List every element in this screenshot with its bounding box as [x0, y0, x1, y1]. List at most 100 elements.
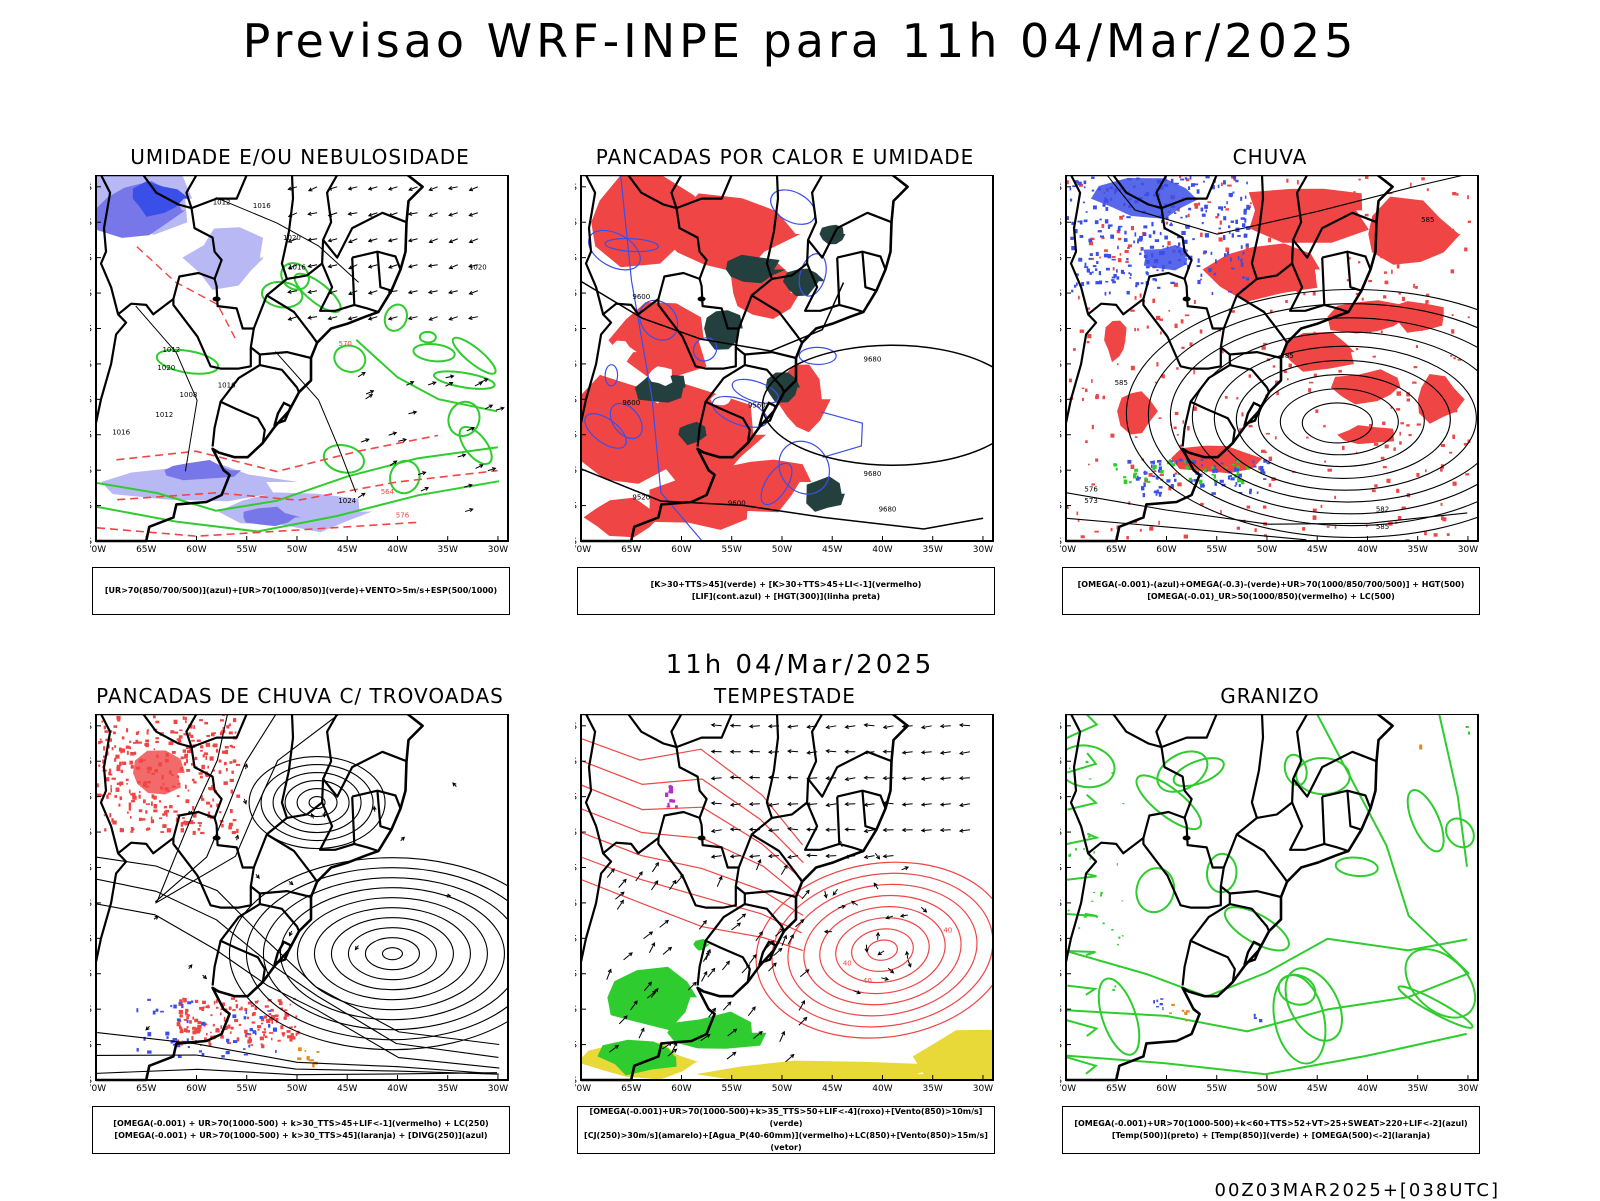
rain-speck: [1363, 313, 1365, 315]
rain-speck-blue: [1127, 460, 1131, 464]
rain-speck-blue: [1080, 235, 1084, 238]
rain-speck: [1268, 238, 1271, 242]
thunderstorm-speck: [197, 739, 201, 741]
rain-speck: [1158, 521, 1160, 525]
thunderstorm-speck: [101, 721, 103, 723]
thunderstorm-speck: [170, 730, 174, 733]
rain-speck-blue: [1076, 282, 1078, 285]
lon-label: 60W: [671, 545, 691, 555]
rain-speck: [1266, 433, 1270, 435]
rain-speck-blue: [1162, 270, 1164, 272]
lon-label: 40W: [1357, 545, 1377, 555]
thunderstorm-speck: [252, 1021, 256, 1023]
lon-label: 55W: [1207, 545, 1227, 555]
rain-speck-blue: [1146, 272, 1148, 275]
thunderstorm-speck: [291, 1033, 294, 1037]
thunderstorm-speck: [122, 762, 126, 765]
rain-speck: [1194, 300, 1196, 304]
rain-speck: [1094, 531, 1098, 533]
rain-speck: [1381, 457, 1385, 460]
rain-speck-blue: [1109, 291, 1111, 294]
thunderstorm-speck: [199, 772, 203, 774]
rain-speck: [1451, 269, 1454, 273]
rain-speck: [1384, 271, 1387, 273]
rain-speck: [1197, 449, 1201, 451]
rain-speck: [1397, 391, 1402, 395]
lon-label: 65W: [621, 545, 641, 555]
thunderstorm-speck: [129, 761, 133, 765]
rain-speck-blue: [1201, 208, 1204, 212]
rain-speck: [1362, 298, 1364, 301]
thunderstorm-speck: [206, 802, 210, 805]
temperature-850-contour: [1274, 959, 1354, 1051]
purple-speck: [665, 793, 668, 797]
rain-speck-blue: [1135, 282, 1139, 285]
thunderstorm-speck: [221, 824, 223, 827]
rain-speck-blue: [1235, 180, 1238, 182]
lat-label: 21S: [575, 289, 577, 299]
low-level-humidity-contour: [381, 301, 411, 334]
lat-label: 12S: [575, 183, 577, 193]
rain-speck: [1327, 526, 1330, 528]
divergence-speck: [275, 1050, 277, 1053]
thunderstorm-speck: [131, 800, 135, 802]
rain-speck-green: [1134, 469, 1138, 472]
rain-speck-blue: [1155, 279, 1157, 282]
rain-speck-blue: [1238, 256, 1240, 260]
wind-vector: [727, 1052, 736, 1059]
thunderstorm-speck: [180, 740, 182, 742]
thunderstorm-speck: [127, 811, 129, 813]
thunderstorm-speck: [261, 1043, 263, 1045]
thunderstorm-speck: [162, 777, 164, 780]
thunderstorm-speck: [202, 1006, 204, 1008]
border-line: [186, 175, 196, 208]
thunderstorm-speck: [220, 1025, 222, 1029]
thunderstorm-speck: [233, 718, 236, 722]
rain-speck-blue: [1160, 232, 1162, 235]
thunderstorm-speck: [173, 810, 177, 812]
lat-label: 18S: [575, 254, 577, 264]
temperature-speck: [1122, 935, 1124, 936]
rain-speck-blue: [1203, 250, 1207, 253]
rain-speck: [1238, 275, 1241, 277]
temperature-speck: [1088, 836, 1091, 838]
divergence-speck: [181, 1004, 183, 1008]
lat-label: 24S: [90, 324, 92, 334]
rain-speck: [1314, 332, 1316, 334]
rain-speck: [1421, 177, 1425, 180]
lon-label: 65W: [136, 545, 156, 555]
rain-speck: [1120, 253, 1122, 256]
rain-speck-blue: [1179, 459, 1183, 462]
rain-speck-blue: [1252, 460, 1254, 463]
rain-speck-blue: [1239, 484, 1241, 487]
thunderstorm-speck: [139, 818, 142, 821]
lat-label: 36S: [575, 466, 577, 476]
rain-speck: [1078, 296, 1080, 300]
rain-speck-blue: [1185, 177, 1187, 179]
thunderstorm-speck: [98, 764, 100, 766]
rain-speck: [1449, 452, 1452, 454]
rain-speck: [1417, 423, 1421, 425]
rain-speck: [1125, 250, 1129, 253]
rain-speck: [1128, 244, 1132, 247]
contour-label: 1008: [180, 391, 198, 399]
thunderstorm-speck: [216, 749, 218, 753]
thunderstorm-speck: [199, 719, 203, 721]
temperature-850-contour: [1066, 1020, 1096, 1036]
border-line: [213, 402, 221, 447]
rain-speck-blue: [1202, 222, 1204, 224]
rain-speck: [1177, 434, 1179, 436]
thunderstorm-speck: [110, 738, 112, 741]
rain-speck: [1297, 180, 1299, 184]
contour-label: 1020: [283, 234, 301, 242]
rain-speck: [1236, 397, 1238, 400]
rain-speck: [1152, 299, 1155, 303]
lon-label: 35W: [1408, 1084, 1428, 1094]
lon-label: 70W: [1060, 1084, 1076, 1094]
lat-label: 15S: [575, 757, 577, 767]
rain-speck: [1353, 191, 1355, 195]
rain-speck-blue: [1150, 461, 1153, 464]
rain-speck: [1452, 435, 1455, 439]
thunderstorm-speck: [271, 1038, 273, 1041]
rain-speck: [1277, 262, 1279, 264]
